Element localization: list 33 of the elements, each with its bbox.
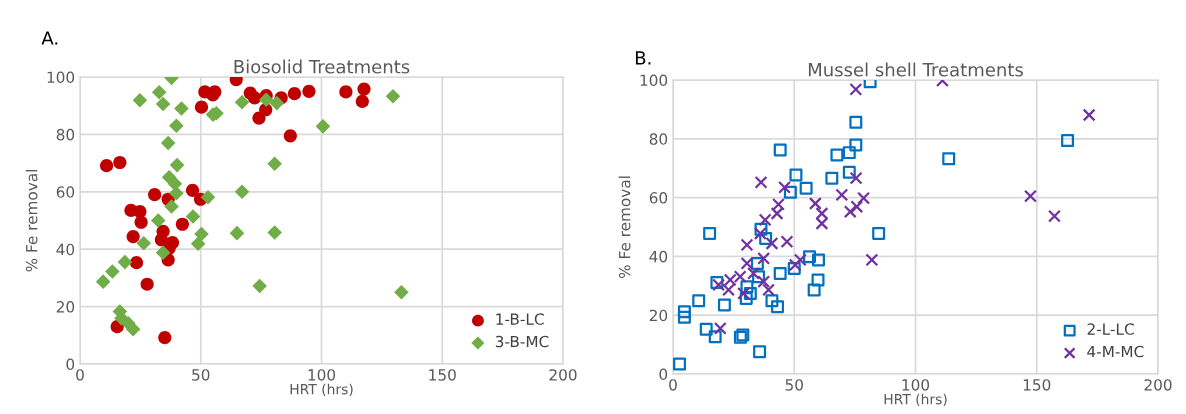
text: A. [41, 31, 58, 45]
legend-label: 4-M-MC [1087, 345, 1144, 358]
x-tick-label: 150 [429, 369, 456, 381]
legend-label: 3-B-MC [495, 335, 549, 348]
legend-label: 2-L-LC [1087, 323, 1134, 335]
x-tick-label: 150 [1023, 379, 1051, 391]
y-tick-label: 20 [649, 309, 668, 322]
y-tick-label: 0 [66, 358, 75, 371]
y-axis-title: % Fe removal [25, 170, 38, 272]
x-tick-label: 0 [76, 369, 84, 381]
x-tick-label: 0 [669, 379, 677, 391]
x-tick-label: 200 [549, 369, 577, 381]
y-axis-title: % Fe removal [618, 176, 631, 279]
chart-title: Biosolid Treatments [234, 59, 410, 74]
y-tick-label: 60 [56, 186, 75, 198]
y-tick-label: 60 [649, 192, 668, 204]
y-tick-label: 100 [47, 71, 75, 84]
x-axis-title: HRT (hrs) [884, 393, 947, 407]
x-axis-title: HRT (hrs) [290, 383, 353, 397]
x-tick-label: 200 [1144, 379, 1172, 391]
x-tick-label: 100 [308, 369, 336, 381]
chart-title: Mussel shell Treatments [808, 62, 1023, 77]
x-tick-label: 100 [902, 379, 930, 391]
y-tick-label: 20 [56, 301, 75, 313]
y-tick-label: 40 [649, 250, 668, 263]
y-tick-label: 80 [56, 128, 75, 141]
legend-label: 1-B-LC [496, 313, 544, 325]
y-tick-label: 40 [56, 243, 75, 256]
x-tick-label: 50 [192, 369, 210, 381]
x-tick-label: 50 [785, 379, 803, 391]
y-tick-label: 100 [640, 74, 668, 87]
y-tick-label: 80 [649, 133, 668, 145]
text: B. [635, 51, 651, 65]
